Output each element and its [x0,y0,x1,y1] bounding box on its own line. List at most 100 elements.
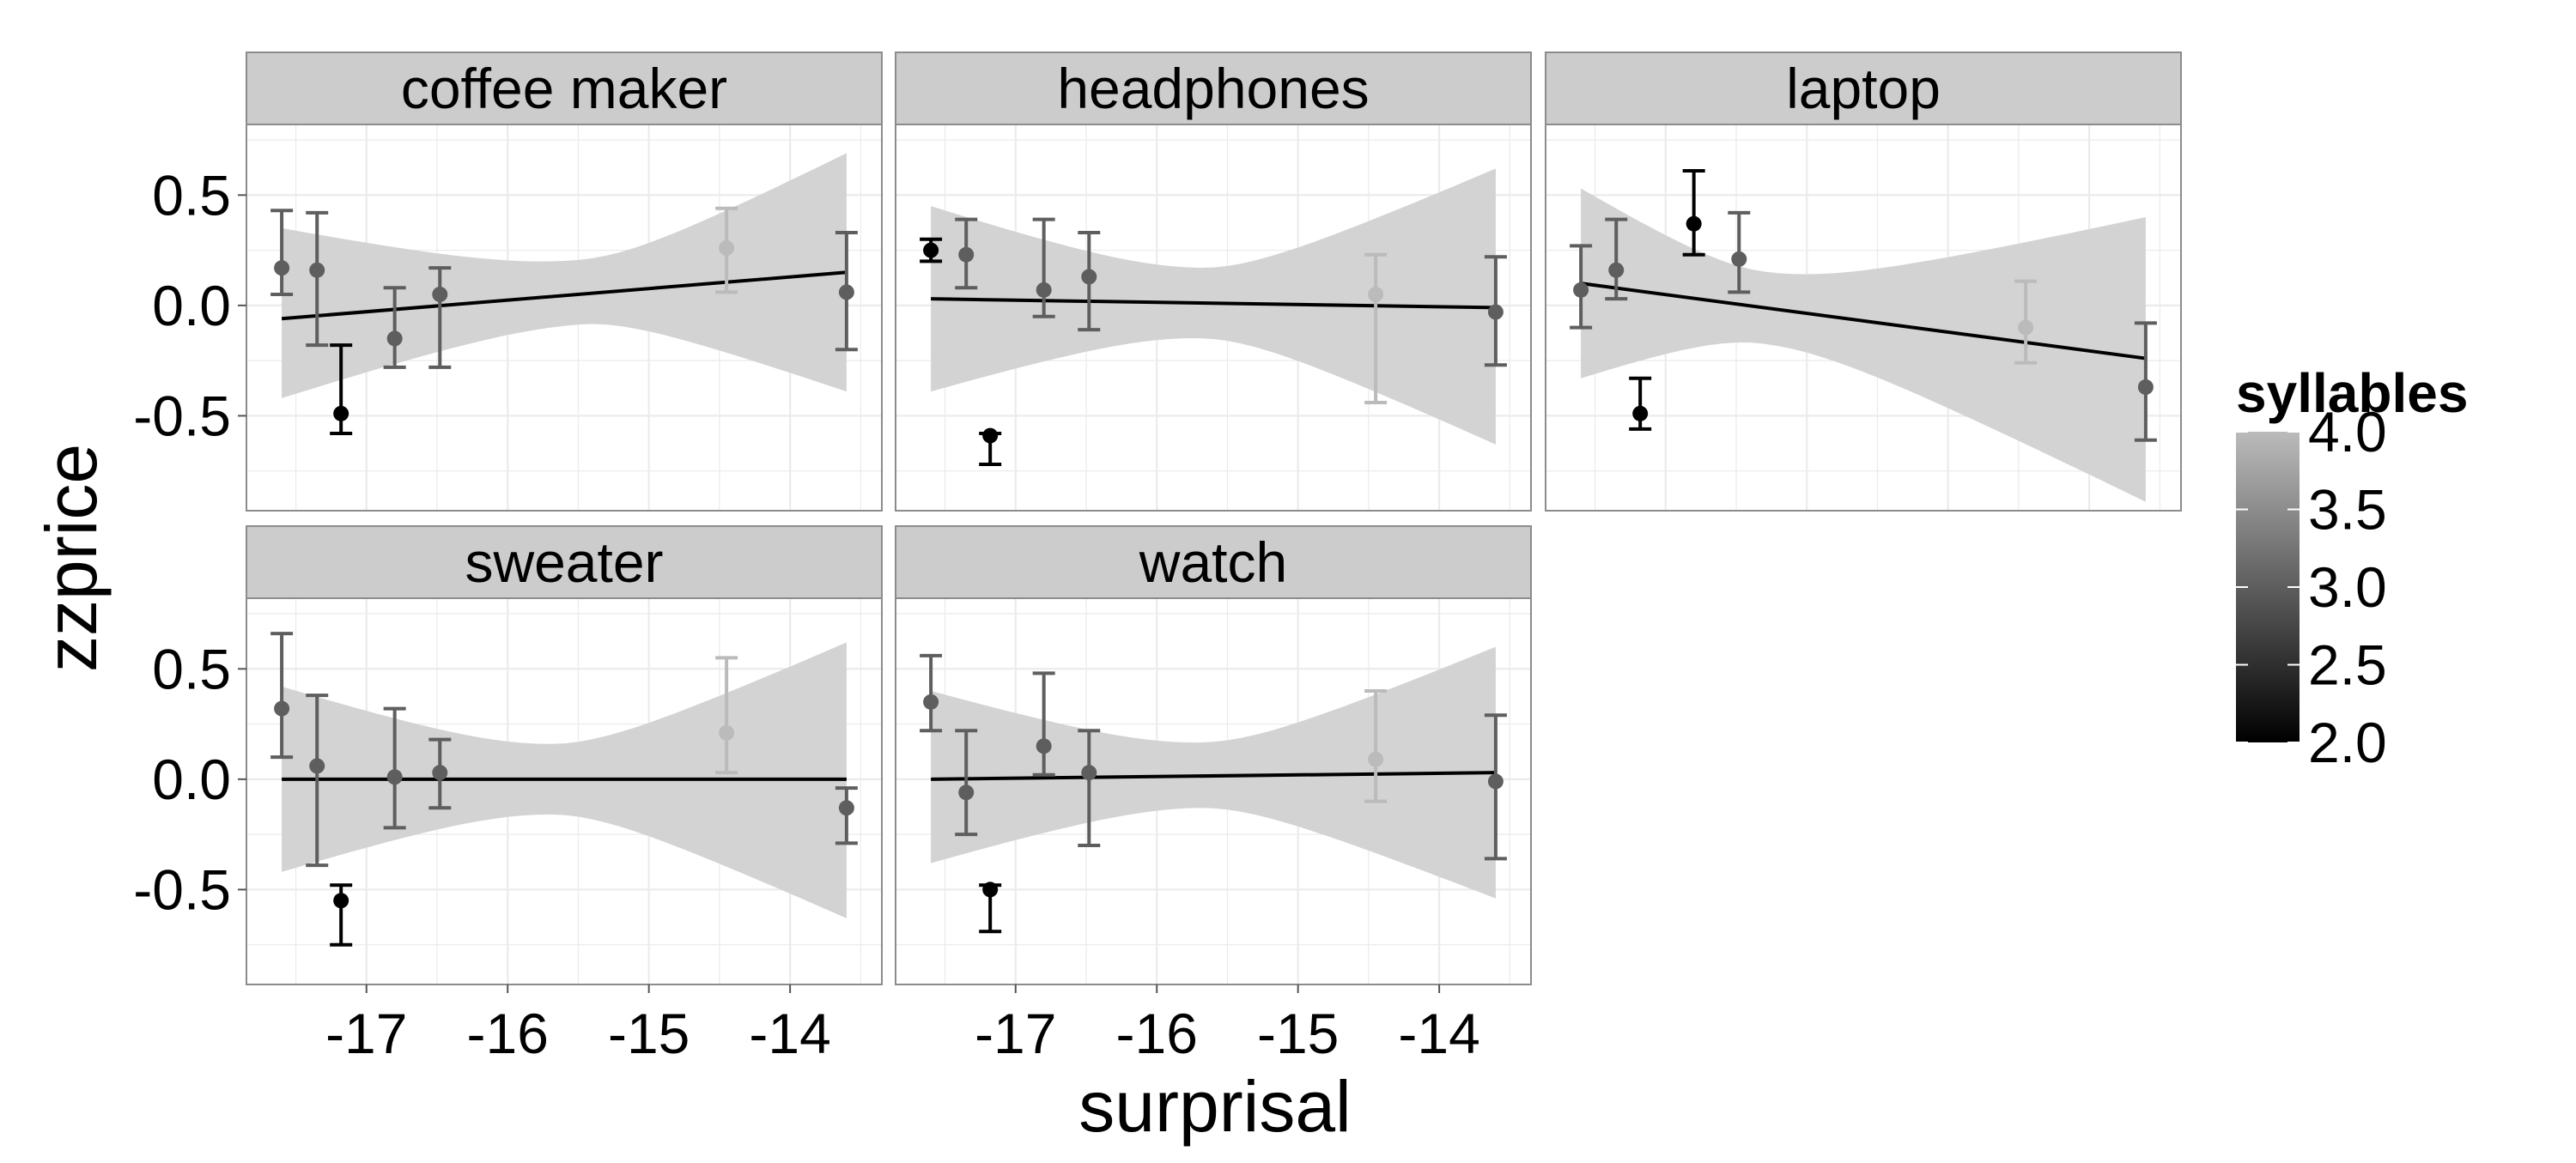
confidence-ribbon [282,153,847,398]
legend-title: syllables [2236,362,2468,424]
x-tick-label: -15 [1257,1002,1339,1065]
error-bar [306,694,329,868]
data-point [1632,405,1649,421]
facet-strip-label: sweater [465,530,663,594]
error-bar [1078,729,1101,847]
error-bar [383,706,406,830]
error-bar [1032,217,1055,318]
legend-tick-label: 4.0 [2308,400,2387,463]
data-point [1686,215,1702,232]
legend-tick-label: 3.0 [2308,555,2387,619]
data-point [1368,751,1384,767]
regression-line [281,270,848,321]
error-bar [835,786,858,845]
error-bar [1364,252,1388,404]
regression-line [931,297,1496,310]
x-tick-label: -15 [608,1002,690,1065]
data-point [923,694,939,710]
panel-headphones: headphones [895,51,1532,512]
error-bar [1605,217,1628,301]
data-point [274,700,290,717]
regression-line [1580,282,2147,360]
data-point [1487,773,1504,790]
panel-coffee-maker: coffee maker 0.5 0.0 -0.5 [133,51,883,512]
facet-strip-label: coffee maker [401,57,727,120]
data-point [386,330,403,347]
panel-watch: watch -17 -16 -15 -14 [895,525,1532,1065]
facet-strip-label: headphones [1057,57,1369,120]
data-point [1487,304,1504,320]
data-point [432,765,448,781]
panel-grid [246,598,882,984]
regression-line [931,771,1496,781]
y-tick-label: 0.0 [152,274,231,337]
error-bar [428,266,452,369]
panel-border [1545,124,2182,512]
data-point [719,240,735,256]
facet-strip [246,525,883,599]
facet-strip-label: laptop [1786,57,1941,120]
y-tick-label: -0.5 [133,857,231,921]
data-point [982,881,999,898]
y-tick-label: 0.5 [152,163,231,227]
data-point [958,784,975,801]
error-bar [1364,689,1388,803]
data-point [1081,269,1097,285]
data-point [1081,765,1097,781]
legend-tick-label: 2.0 [2308,711,2387,774]
y-axis-title: zzprice [31,444,112,672]
x-tick-label: -14 [1398,1002,1479,1065]
y-tick-label: 0.5 [152,637,231,700]
error-bar [270,632,294,760]
facet-strip [1545,51,2182,125]
x-tick-label: -17 [325,1002,407,1065]
y-tick-label: 0.0 [152,748,231,811]
data-point [309,262,325,278]
x-tick-label: -16 [467,1002,549,1065]
x-tick-label: -17 [975,1002,1056,1065]
confidence-ribbon [931,168,1496,445]
data-point [923,242,939,258]
facet-strip-label: watch [1139,530,1287,594]
data-point [1573,282,1589,298]
panel-border [895,597,1532,985]
data-point [274,260,290,276]
error-bar [955,729,978,837]
panel-border [246,597,883,985]
data-point [838,800,854,816]
facet-strip [246,51,883,125]
data-point [386,769,403,785]
data-point [982,427,999,444]
error-bar [920,653,943,733]
x-tick-label: -16 [1116,1002,1198,1065]
y-tick-label: -0.5 [133,384,231,447]
panel-border [895,124,1532,512]
panel-laptop: laptop [1545,51,2182,512]
x-axis-title: surprisal [1078,1066,1351,1147]
data-point [432,287,448,302]
panel-sweater: sweater 0.5 0.0 -0.5 -17 -16 -15 -14 [133,525,883,1065]
data-point [719,724,735,741]
panel-border [246,124,883,512]
error-bar [383,286,406,369]
data-point [1036,738,1052,754]
error-bar [1682,169,1705,257]
data-point [2018,319,2034,336]
data-point [309,758,325,774]
error-bar [1032,671,1055,777]
data-point [1608,262,1625,278]
data-point [1368,287,1384,302]
data-point [958,246,975,263]
data-point [333,893,349,909]
data-point [2137,379,2154,395]
legend-tick-label: 2.5 [2308,633,2387,697]
x-tick-label: -14 [749,1002,830,1065]
error-bar [306,210,329,348]
data-point [1036,282,1052,298]
data-point [333,405,349,421]
legend-tick-label: 3.5 [2308,478,2387,542]
confidence-ribbon [931,646,1496,899]
